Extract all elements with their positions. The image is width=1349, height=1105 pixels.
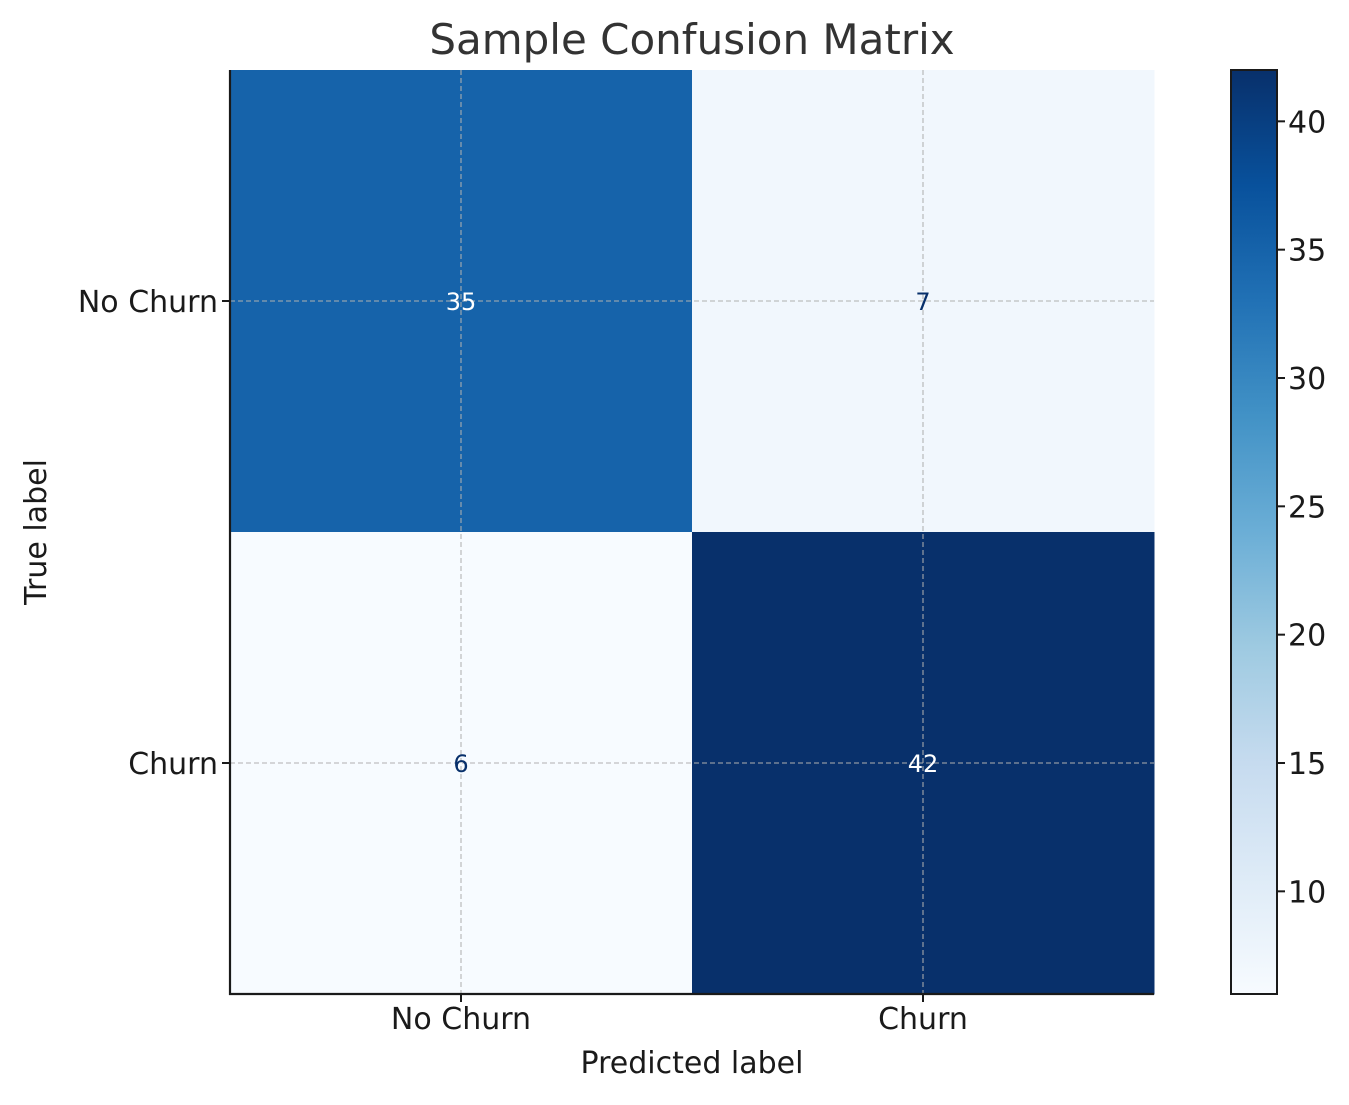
chart-title: Sample Confusion Matrix <box>429 15 954 64</box>
colorbar-tick-label: 35 <box>1288 234 1326 269</box>
x-axis-label: Predicted label <box>581 1046 804 1081</box>
axes <box>228 70 1154 996</box>
colorbar-tick-label: 10 <box>1288 875 1326 910</box>
colorbar-tick-label: 25 <box>1288 490 1326 525</box>
y-tick-label: Churn <box>128 747 218 782</box>
y-axis-label: True label <box>19 459 54 606</box>
colorbar-gradient <box>1230 69 1278 995</box>
tick-labels: No Churn Churn No Churn Churn <box>78 285 968 1037</box>
cell-value-label: 7 <box>915 288 930 316</box>
colorbar-tick-label: 40 <box>1288 105 1326 140</box>
colorbar: 10 15 20 25 30 35 40 <box>1230 69 1326 995</box>
cell-value-label: 35 <box>446 288 477 316</box>
x-tick-label: Churn <box>878 1002 968 1037</box>
cell-value-labels: 35 7 6 42 <box>446 288 939 778</box>
colorbar-tick-label: 20 <box>1288 619 1326 654</box>
x-tick-label: No Churn <box>391 1002 531 1037</box>
colorbar-tick-label: 15 <box>1288 747 1326 782</box>
cell-value-label: 42 <box>908 750 939 778</box>
heatmap-cells <box>230 70 1155 995</box>
colorbar-tick-label: 30 <box>1288 362 1326 397</box>
cell-value-label: 6 <box>453 750 468 778</box>
grid-lines <box>230 70 1154 994</box>
y-tick-label: No Churn <box>78 285 218 320</box>
